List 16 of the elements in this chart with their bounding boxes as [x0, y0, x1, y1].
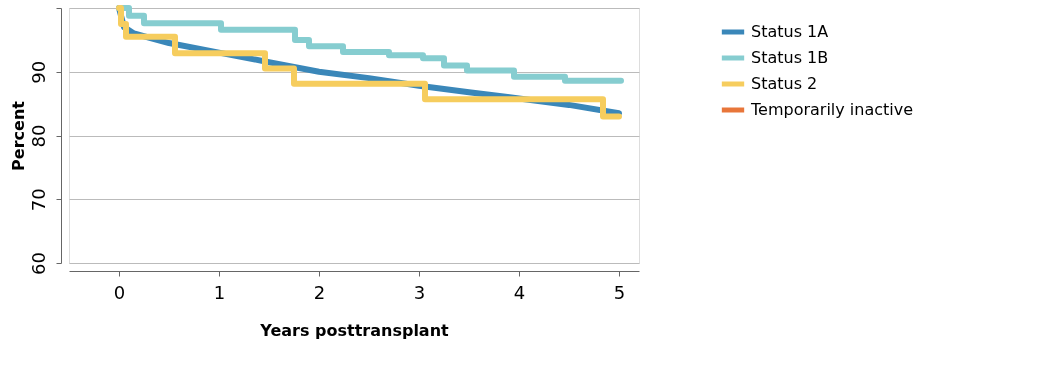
legend-label: Status 2: [751, 74, 818, 93]
y-tick-label: 80: [27, 124, 49, 148]
legend-label: Temporarily inactive: [750, 100, 914, 119]
x-tick-label: 4: [513, 281, 526, 303]
y-tick-label: 90: [27, 60, 49, 84]
y-tick-label: 70: [27, 188, 49, 212]
x-tick-label: 3: [413, 281, 426, 303]
x-tick-label: 5: [613, 281, 626, 303]
legend-label: Status 1A: [751, 22, 829, 41]
legend-label: Status 1B: [751, 48, 829, 67]
x-tick-label: 1: [213, 281, 226, 303]
y-tick-label: 60: [27, 252, 49, 275]
y-axis-title: Percent: [8, 100, 28, 171]
x-axis-title: Years posttransplant: [259, 320, 450, 340]
x-tick-label: 2: [313, 281, 326, 303]
x-tick-label: 0: [113, 281, 126, 303]
